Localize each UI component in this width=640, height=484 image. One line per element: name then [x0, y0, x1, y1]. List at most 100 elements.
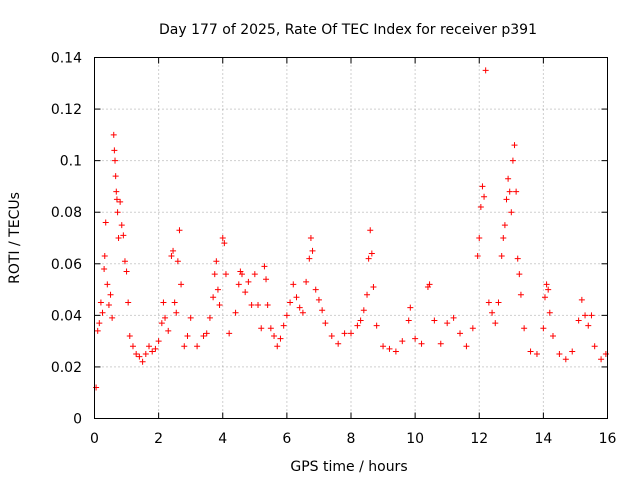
data-point — [170, 247, 177, 254]
data-point — [335, 340, 342, 347]
data-point — [444, 320, 451, 327]
data-point — [364, 291, 371, 298]
data-point — [509, 157, 516, 164]
data-point — [598, 356, 605, 363]
data-point — [181, 343, 188, 350]
data-point — [174, 258, 181, 265]
data-point — [503, 196, 510, 203]
data-point — [357, 317, 364, 324]
y-tick-label: 0.06 — [51, 257, 82, 273]
data-point — [527, 348, 534, 355]
data-point — [115, 235, 122, 241]
data-point — [516, 271, 523, 278]
data-point — [187, 314, 194, 321]
data-point — [299, 309, 306, 316]
data-point — [168, 253, 175, 260]
data-point — [370, 283, 377, 290]
data-point — [367, 227, 374, 234]
data-point — [582, 312, 589, 319]
data-point — [101, 265, 108, 272]
data-point — [245, 278, 252, 285]
data-point — [562, 356, 569, 363]
data-point — [506, 188, 513, 195]
data-point — [113, 188, 120, 195]
data-point — [271, 332, 278, 339]
data-point — [426, 281, 433, 288]
data-point — [365, 255, 372, 262]
data-point — [216, 302, 223, 309]
data-point — [306, 255, 313, 262]
data-point — [109, 314, 116, 321]
data-point — [152, 345, 159, 352]
data-point — [213, 258, 220, 265]
data-point — [514, 255, 521, 262]
data-point — [94, 327, 101, 334]
x-tick-label: 2 — [154, 431, 163, 447]
y-axis-label: ROTI / TECUs — [7, 192, 23, 284]
data-point — [469, 325, 476, 332]
data-point — [585, 322, 592, 329]
data-point — [418, 340, 425, 347]
data-point — [309, 247, 316, 254]
data-point — [482, 67, 489, 74]
data-point — [146, 343, 153, 350]
data-point — [242, 289, 249, 296]
data-point — [238, 271, 245, 278]
x-tick-labels: 0 2 4 6 8 10 12 14 16 — [90, 431, 616, 447]
data-point — [556, 351, 563, 358]
data-point — [178, 281, 185, 288]
data-point — [293, 294, 300, 301]
data-point — [517, 291, 524, 298]
data-point — [232, 309, 239, 316]
data-point — [307, 235, 314, 241]
data-point — [495, 299, 502, 306]
data-point — [386, 345, 393, 352]
data-point — [133, 351, 140, 358]
axis-ticks — [94, 57, 608, 419]
data-point — [405, 317, 412, 324]
data-point — [545, 286, 552, 293]
data-point — [513, 188, 520, 195]
data-point — [101, 253, 108, 260]
data-point — [380, 343, 387, 350]
x-tick-label: 12 — [470, 431, 488, 447]
x-axis-label: GPS time / hours — [290, 459, 407, 475]
data-point — [341, 330, 348, 337]
x-tick-label: 4 — [218, 431, 227, 447]
data-point — [261, 263, 268, 270]
data-point — [521, 325, 528, 332]
data-point — [319, 307, 326, 314]
x-tick-label: 16 — [599, 431, 617, 447]
data-point — [194, 343, 201, 350]
data-point — [264, 302, 271, 309]
x-tick-label: 10 — [406, 431, 424, 447]
data-point — [111, 147, 118, 154]
data-point — [511, 142, 518, 149]
grid-layer — [94, 57, 608, 419]
data-point — [248, 302, 255, 309]
data-point — [221, 240, 228, 247]
data-point — [112, 157, 119, 164]
data-point — [477, 204, 484, 211]
data-point — [463, 343, 470, 350]
data-point — [392, 348, 399, 355]
data-point — [492, 320, 499, 327]
data-point — [533, 351, 540, 358]
data-point — [162, 314, 169, 321]
data-point — [107, 291, 114, 298]
data-point — [219, 235, 226, 241]
data-point — [489, 309, 496, 316]
data-point — [125, 299, 132, 306]
data-point — [210, 294, 217, 301]
data-point — [136, 353, 143, 360]
data-point — [214, 286, 221, 293]
data-point — [591, 343, 598, 350]
data-point — [315, 296, 322, 303]
data-point — [206, 314, 213, 321]
data-point — [500, 235, 507, 241]
data-point — [543, 281, 550, 288]
x-tick-label: 14 — [534, 431, 552, 447]
data-point — [549, 332, 556, 339]
data-point — [498, 253, 505, 260]
data-point — [171, 299, 178, 306]
